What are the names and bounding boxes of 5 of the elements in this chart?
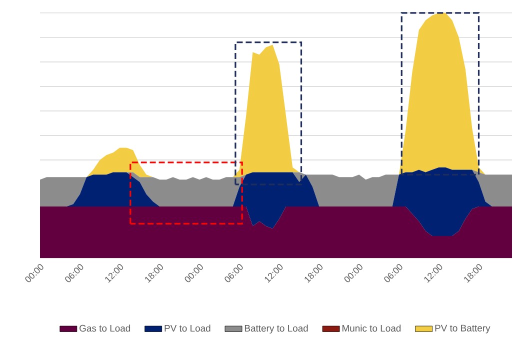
- legend-label: Battery to Load: [244, 324, 308, 334]
- legend-label: PV to Load: [164, 324, 210, 332]
- legend-label: PV to Battery: [435, 324, 490, 334]
- legend-label: Gas to Load: [80, 324, 130, 332]
- legend-label: Munic to Load: [342, 324, 401, 332]
